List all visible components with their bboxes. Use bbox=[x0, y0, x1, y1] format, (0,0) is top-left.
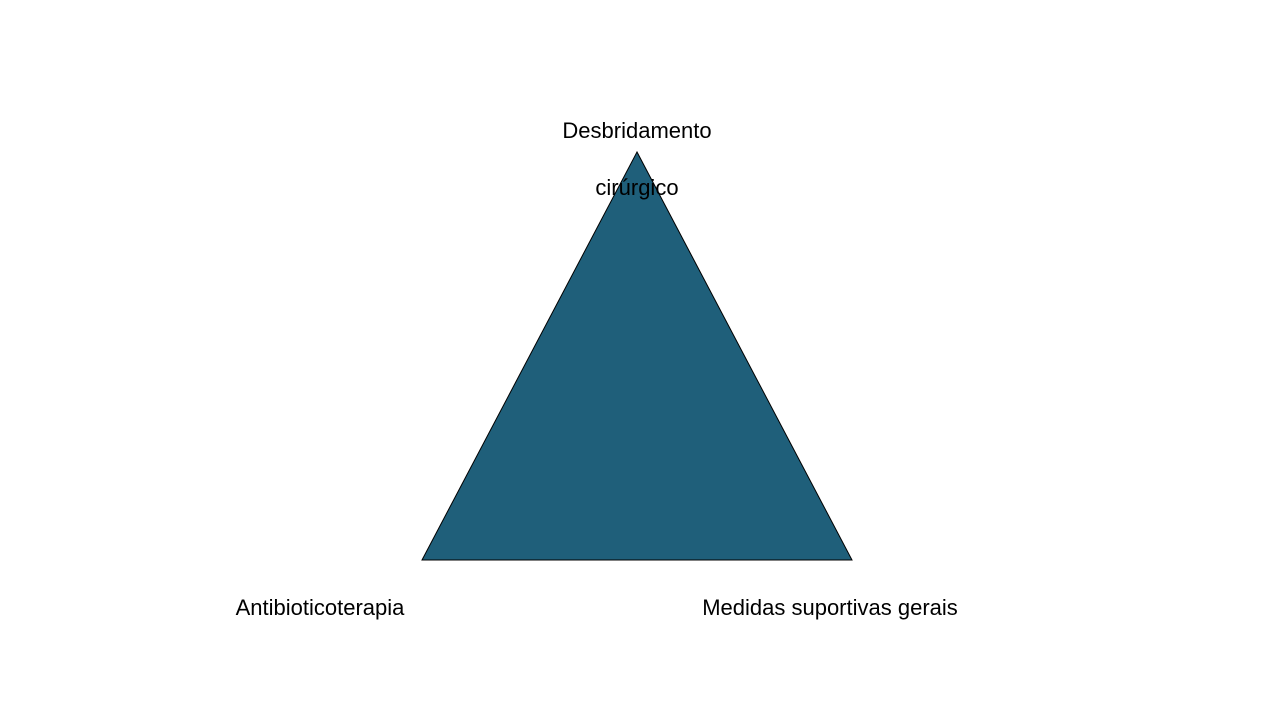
label-bottom-right: Medidas suportivas gerais bbox=[670, 595, 990, 621]
label-bottom-left-text: Antibioticoterapia bbox=[236, 595, 405, 620]
label-top-line1: Desbridamento bbox=[562, 118, 711, 143]
label-top: Desbridamento cirúrgico bbox=[517, 88, 757, 202]
label-bottom-right-text: Medidas suportivas gerais bbox=[702, 595, 958, 620]
triangle-polygon bbox=[422, 152, 852, 560]
diagram-canvas: Desbridamento cirúrgico Antibioticoterap… bbox=[0, 0, 1280, 720]
label-top-line2: cirúrgico bbox=[595, 175, 678, 200]
label-bottom-left: Antibioticoterapia bbox=[190, 595, 450, 621]
